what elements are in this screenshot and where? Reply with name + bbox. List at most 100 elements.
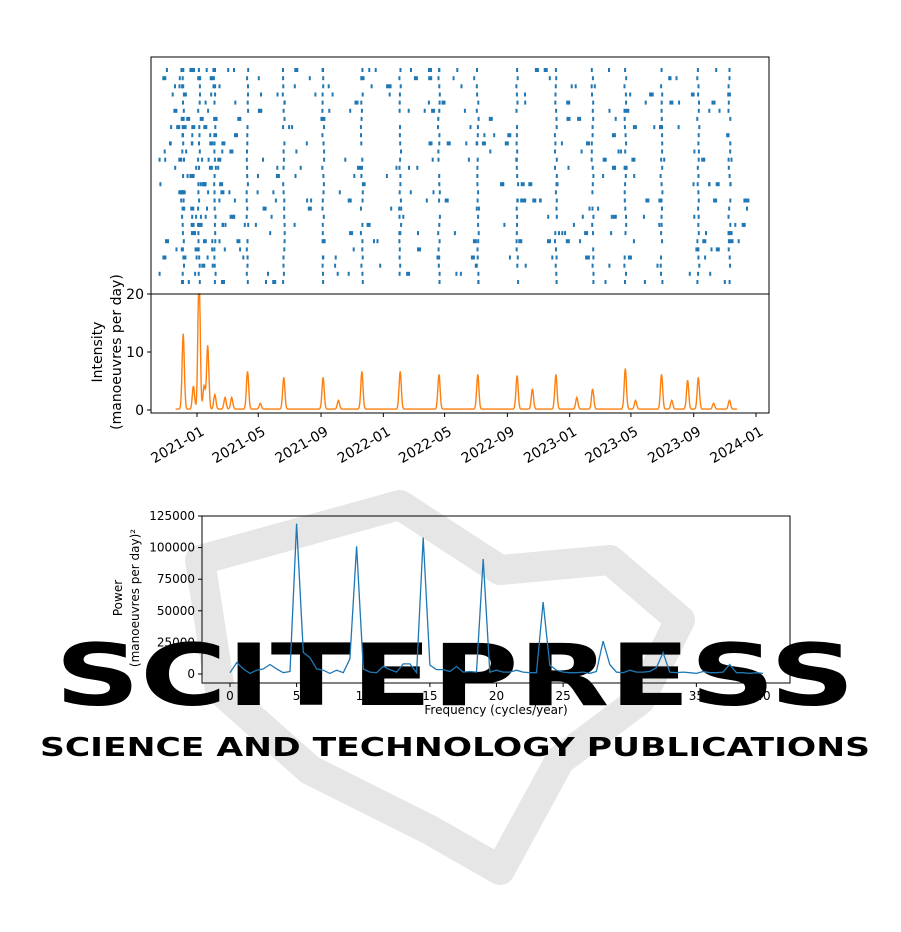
raster-event-mark <box>199 92 201 97</box>
raster-event-mark <box>247 222 250 227</box>
raster-event-mark <box>206 255 209 260</box>
raster-event-mark <box>613 165 616 170</box>
raster-event-mark <box>472 239 477 244</box>
raster-event-mark <box>272 190 275 195</box>
raster-event-mark <box>173 108 178 113</box>
raster-event-mark <box>276 165 279 170</box>
raster-event-mark <box>247 108 250 113</box>
raster-event-mark <box>288 125 291 130</box>
raster-event-mark <box>660 116 663 121</box>
raster-event-mark <box>207 190 210 195</box>
raster-event-mark <box>269 231 272 236</box>
raster-event-mark <box>181 222 184 227</box>
raster-event-mark <box>197 206 200 211</box>
intensity-xtick-label: 2023-05 <box>582 424 641 467</box>
raster-event-mark <box>516 263 519 268</box>
raster-event-mark <box>515 247 518 252</box>
raster-event-mark <box>463 108 466 113</box>
raster-event-mark <box>385 174 388 178</box>
raster-event-mark <box>283 206 286 211</box>
raster-event-mark <box>272 280 277 284</box>
raster-event-mark <box>438 271 441 276</box>
raster-event-mark <box>437 76 440 81</box>
raster-event-mark <box>625 100 628 105</box>
raster-event-mark <box>194 271 197 276</box>
raster-event-mark <box>476 125 479 130</box>
raster-event-mark <box>307 206 312 211</box>
raster-event-mark <box>246 206 249 211</box>
raster-event-mark <box>591 133 594 138</box>
raster-event-mark <box>645 198 650 203</box>
raster-event-mark <box>728 76 731 81</box>
raster-event-mark <box>197 271 200 276</box>
raster-event-mark <box>334 255 337 260</box>
raster-event-mark <box>185 149 188 154</box>
raster-event-mark <box>390 206 393 211</box>
raster-event-mark <box>198 141 200 146</box>
intensity-ylabel-line: Intensity <box>90 322 106 383</box>
intensity-ytick-label: 10 <box>126 345 144 361</box>
raster-event-mark <box>399 141 402 146</box>
raster-event-mark <box>728 280 731 284</box>
raster-event-mark <box>522 198 527 203</box>
raster-event-mark <box>398 108 401 113</box>
raster-event-mark <box>696 116 699 121</box>
raster-event-mark <box>321 165 324 170</box>
raster-event-mark <box>558 231 560 236</box>
raster-event-mark <box>477 206 480 211</box>
raster-event-mark <box>625 108 630 113</box>
raster-event-mark <box>321 239 326 244</box>
raster-event-mark <box>214 271 217 276</box>
raster-event-mark <box>246 239 249 244</box>
raster-event-mark <box>515 206 518 211</box>
raster-event-mark <box>723 280 726 284</box>
raster-event-mark <box>359 125 362 130</box>
raster-event-mark <box>659 174 662 178</box>
raster-event-mark <box>517 182 520 187</box>
raster-event-mark <box>183 263 185 268</box>
raster-event-mark <box>564 231 567 236</box>
raster-event-mark <box>656 263 659 268</box>
raster-event-mark <box>625 214 627 219</box>
raster-event-mark <box>660 84 663 89</box>
raster-event-mark <box>321 92 324 97</box>
raster-event-mark <box>555 157 558 162</box>
raster-event-mark <box>547 239 551 244</box>
raster-event-mark <box>361 182 364 187</box>
publisher-watermark: SCITEPRESS SCIENCE AND TECHNOLOGY PUBLIC… <box>40 490 870 885</box>
raster-event-mark <box>515 239 518 244</box>
raster-event-mark <box>554 149 556 154</box>
raster-event-mark <box>218 84 221 89</box>
raster-event-mark <box>428 68 432 72</box>
raster-event-mark <box>592 116 595 121</box>
raster-event-mark <box>323 116 326 121</box>
raster-event-mark <box>591 182 594 187</box>
raster-event-mark <box>246 174 249 178</box>
raster-event-mark <box>624 206 627 211</box>
raster-event-mark <box>516 68 519 72</box>
raster-event-mark <box>175 247 178 252</box>
raster-event-mark <box>213 255 216 260</box>
intensity-xtick-label: 2023-01 <box>521 424 580 467</box>
raster-event-mark <box>477 271 480 276</box>
raster-event-mark <box>182 92 187 97</box>
spectrum-ytick-label: 125000 <box>149 509 195 523</box>
raster-event-mark <box>551 255 554 260</box>
raster-event-mark <box>624 231 627 236</box>
raster-event-mark <box>715 68 718 72</box>
raster-event-mark <box>436 255 439 260</box>
raster-event-mark <box>696 68 699 72</box>
raster-event-mark <box>584 231 589 236</box>
raster-event-mark <box>460 84 463 89</box>
raster-event-mark <box>515 108 518 113</box>
raster-event-mark <box>728 206 731 211</box>
raster-event-mark <box>476 68 478 72</box>
raster-event-mark <box>572 222 575 227</box>
raster-event-mark <box>729 182 732 187</box>
raster-event-mark <box>323 149 326 154</box>
raster-event-mark <box>181 84 184 89</box>
raster-event-mark <box>395 165 398 170</box>
raster-event-mark <box>590 84 593 89</box>
raster-event-mark <box>730 157 733 162</box>
